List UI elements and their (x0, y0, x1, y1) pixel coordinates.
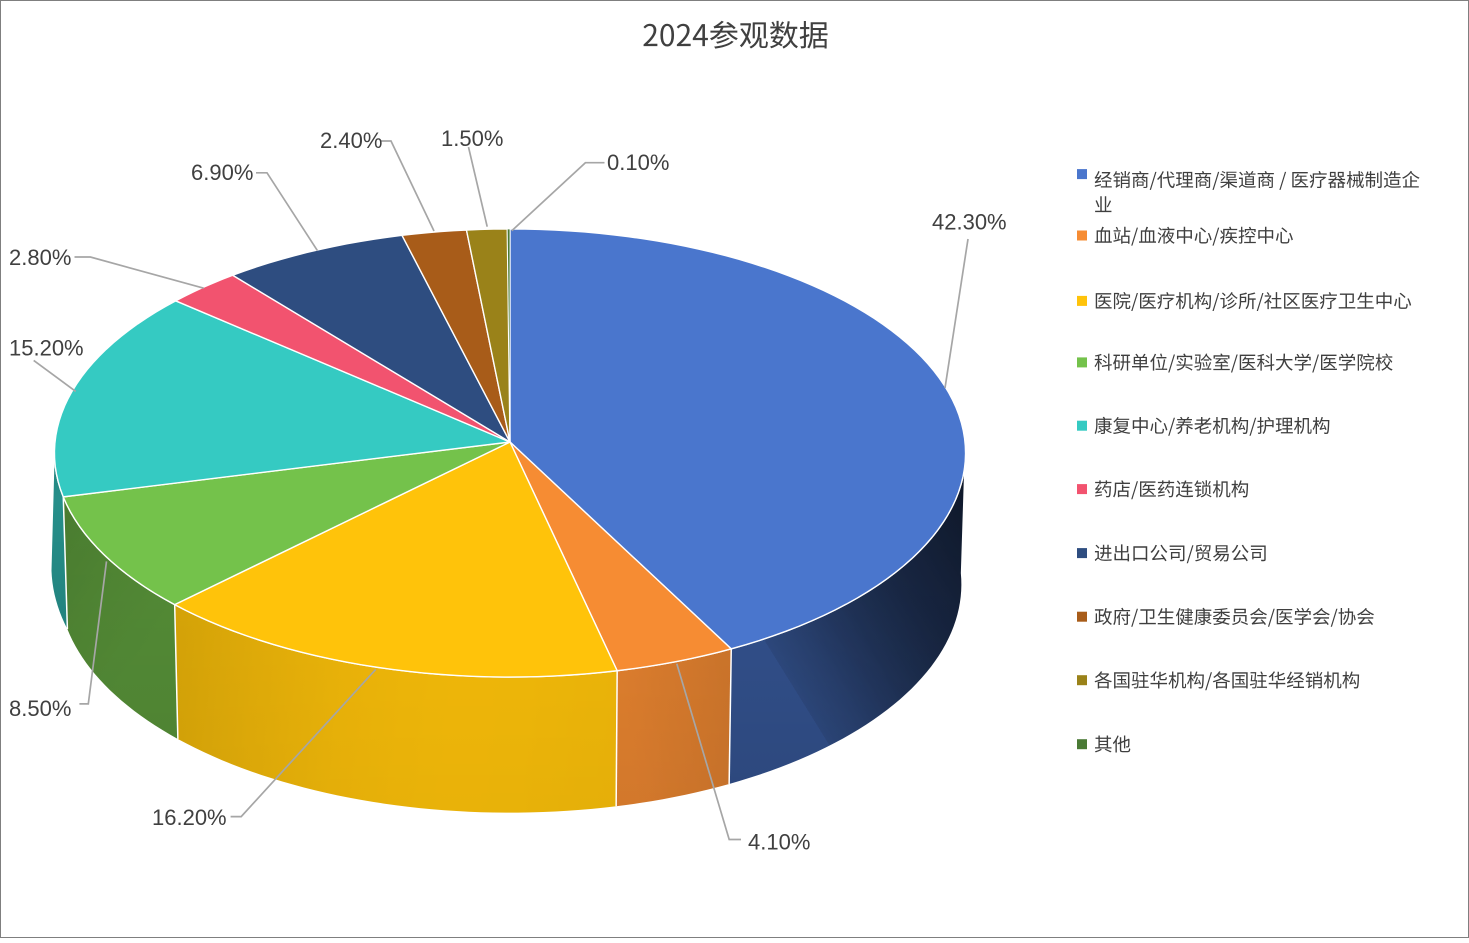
svg-text:6.90%: 6.90% (191, 160, 253, 185)
svg-text:2.40%: 2.40% (320, 128, 382, 153)
svg-text:16.20%: 16.20% (152, 805, 227, 830)
svg-text:1.50%: 1.50% (441, 126, 503, 151)
svg-text:4.10%: 4.10% (748, 830, 810, 855)
svg-text:42.30%: 42.30% (932, 210, 1007, 235)
svg-text:0.10%: 0.10% (607, 150, 669, 175)
svg-text:8.50%: 8.50% (9, 696, 71, 721)
svg-text:2.80%: 2.80% (9, 245, 71, 270)
svg-text:15.20%: 15.20% (9, 336, 84, 361)
